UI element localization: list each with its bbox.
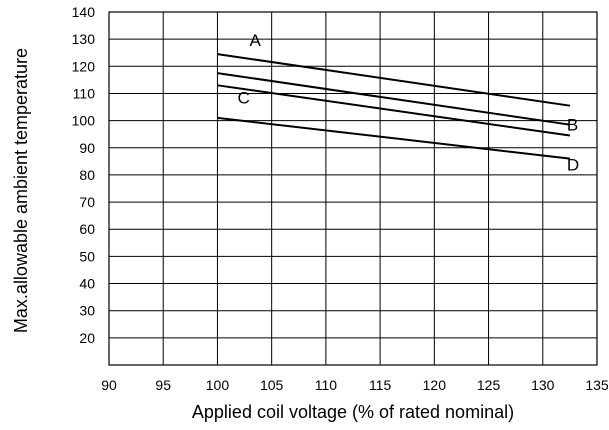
x-tick-label: 100 <box>206 377 230 393</box>
y-tick-label: 90 <box>79 140 95 156</box>
y-tick-label: 50 <box>79 248 95 264</box>
x-tick-label: 105 <box>260 377 284 393</box>
series-line-b <box>217 72 571 126</box>
x-tick-label: 125 <box>477 377 501 393</box>
x-tick-label: 135 <box>585 377 609 393</box>
series-label-a: A <box>249 31 261 50</box>
series-label-c: C <box>237 88 249 107</box>
x-tick-label: 95 <box>155 377 171 393</box>
y-axis-title: Max.allowable ambient temperature <box>11 48 31 333</box>
x-axis-title: Applied coil voltage (% of rated nominal… <box>192 402 514 422</box>
series-line-d <box>217 116 571 160</box>
x-tick-label: 110 <box>315 377 338 393</box>
x-tick-label: 90 <box>101 377 117 393</box>
x-tick-label: 115 <box>369 377 392 393</box>
y-tick-label: 30 <box>79 303 95 319</box>
plot-frame <box>108 11 598 366</box>
x-tick-label: 130 <box>531 377 555 393</box>
series-line-c <box>217 84 571 137</box>
y-tick-label: 40 <box>79 276 95 292</box>
series-labels: A B C D <box>237 31 579 175</box>
series-line-a <box>217 53 571 107</box>
y-tick-label: 100 <box>72 113 96 129</box>
series-lines <box>217 53 571 160</box>
series-label-d: D <box>567 156 579 175</box>
tick-labels: 90 95 100 105 110 115 120 125 130 135 20 30 40 50 60 70… <box>72 4 609 393</box>
series-label-b: B <box>567 116 578 135</box>
y-tick-label: 60 <box>79 221 95 237</box>
y-tick-label: 20 <box>79 330 95 346</box>
y-tick-label: 120 <box>72 58 96 74</box>
x-tick-label: 120 <box>423 377 447 393</box>
y-tick-label: 80 <box>79 167 95 183</box>
y-tick-label: 130 <box>72 31 96 47</box>
y-tick-label: 110 <box>73 85 96 101</box>
y-tick-label: 70 <box>79 194 95 210</box>
grid <box>108 11 598 365</box>
y-tick-label: 140 <box>72 4 96 20</box>
